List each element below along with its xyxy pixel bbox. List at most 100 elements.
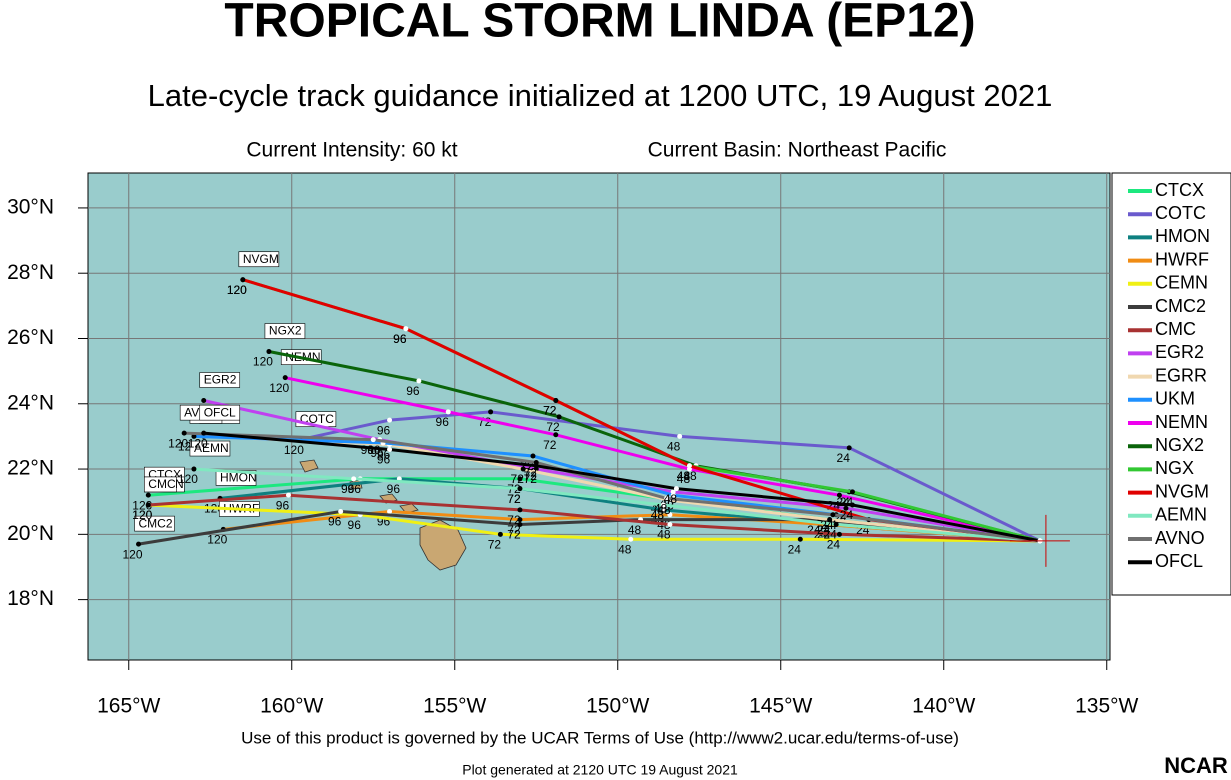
hour-label: 72 <box>507 528 521 542</box>
legend <box>1111 172 1231 596</box>
model-tag-text: EGR2 <box>204 373 237 387</box>
y-tick-label: 18°N <box>7 587 54 610</box>
model-tag: HMON <box>215 470 257 486</box>
hour-label: 96 <box>393 332 407 346</box>
y-tick-label: 28°N <box>7 261 54 284</box>
track-point <box>351 476 357 482</box>
x-tick-label: 160°W <box>260 695 323 718</box>
model-tag: CMC2 <box>134 515 175 532</box>
track-point <box>240 277 246 283</box>
hour-label: 72 <box>507 513 521 527</box>
track-point <box>660 502 666 508</box>
model-tag-text: NGX2 <box>269 324 302 338</box>
track-point <box>387 508 393 514</box>
grid <box>88 173 1110 660</box>
hour-label: 120 <box>227 283 247 297</box>
track-point <box>191 466 197 472</box>
legend-entries: CTCX COTC HMON HWRF CEMN CMC2 CMC EGR2 EGRR UKM NE… <box>1128 180 1210 571</box>
model-tag: EGR2 <box>199 372 241 388</box>
track-line <box>284 376 1041 543</box>
track-point <box>520 466 526 472</box>
hour-label: 72 <box>524 472 538 486</box>
hour-label: 72 <box>524 469 538 483</box>
hour-label: 96 <box>377 448 391 462</box>
intensity: Current Intensity: 60 kt <box>246 139 457 162</box>
model-tag-text: NVGM <box>243 252 279 266</box>
hour-label: 48 <box>651 508 665 522</box>
legend-label: CTCX <box>1155 180 1204 200</box>
track-point <box>181 430 187 436</box>
hour-label: 24 <box>837 451 851 465</box>
track-line <box>193 467 1041 543</box>
footer: Use of this product is governed by the U… <box>241 728 959 747</box>
model-tag: NGX2 <box>264 323 306 339</box>
model-tag-box <box>134 515 175 532</box>
track-point <box>553 432 559 438</box>
track-point <box>517 507 523 513</box>
hour-label: 72 <box>511 472 525 486</box>
generated: Plot generated at 2120 UTC 19 August 202… <box>462 762 738 778</box>
track-point <box>488 409 494 415</box>
hour-label: 72 <box>546 420 560 434</box>
y-tick-label: 30°N <box>7 195 54 218</box>
track-point <box>836 492 842 498</box>
hour-label: 96 <box>393 332 407 346</box>
hour-label: 72 <box>488 538 502 552</box>
track-point <box>530 453 536 459</box>
x-tick-label: 135°W <box>1075 695 1138 718</box>
island <box>299 459 319 473</box>
track-point <box>830 512 836 518</box>
track-point <box>416 378 422 384</box>
y-tick-label: 22°N <box>7 457 54 480</box>
hour-label: 72 <box>543 404 557 418</box>
model-tag-text: HMON <box>220 471 257 485</box>
y-tick-label: 24°N <box>7 391 54 414</box>
hour-label: 48 <box>664 492 678 506</box>
hour-label: 72 <box>507 492 521 506</box>
track-point <box>282 375 288 381</box>
legend-label: NVGM <box>1155 481 1209 501</box>
track-point <box>517 486 523 492</box>
track-line <box>184 431 1041 543</box>
model-tag-text: OFCL <box>204 405 236 419</box>
hour-label: 48 <box>618 542 632 556</box>
hour-label: 120 <box>188 436 208 450</box>
hour-label: 96 <box>377 423 391 437</box>
track-point <box>285 492 291 498</box>
island <box>399 503 419 514</box>
hour-label: 120 <box>207 533 227 547</box>
legend-label: CEMN <box>1155 273 1208 293</box>
legend-label: AEMN <box>1155 505 1207 525</box>
track-point <box>201 398 207 404</box>
track-point <box>191 433 197 439</box>
x-tick-label: 145°W <box>749 695 812 718</box>
hour-label: 72 <box>543 438 557 452</box>
hour-label: 48 <box>657 528 671 542</box>
hour-label: 96 <box>361 443 375 457</box>
hour-label: 24 <box>823 528 837 542</box>
track-point <box>145 492 151 498</box>
track-point <box>533 463 539 469</box>
track-point <box>664 495 670 501</box>
track-point <box>445 409 451 415</box>
hour-label: 48 <box>677 472 691 486</box>
track-point <box>201 430 207 436</box>
hour-label: 120 <box>253 355 273 369</box>
hour-label: 48 <box>667 440 681 454</box>
track-point <box>849 502 855 508</box>
track-point <box>553 398 559 404</box>
track-point <box>849 489 855 495</box>
model-tag-box <box>199 372 241 388</box>
model-tag-box <box>189 440 231 457</box>
hour-label: 120 <box>168 436 188 450</box>
track-point <box>667 522 673 528</box>
track-point <box>387 417 393 423</box>
hour-label: 72 <box>543 404 557 418</box>
hour-label: 120 <box>178 472 198 486</box>
hour-label: 24 <box>840 508 854 522</box>
track-point <box>667 512 673 518</box>
model-tag: NVGM <box>238 251 280 268</box>
hour-label: 48 <box>654 502 668 516</box>
model-tag-box <box>199 404 241 421</box>
